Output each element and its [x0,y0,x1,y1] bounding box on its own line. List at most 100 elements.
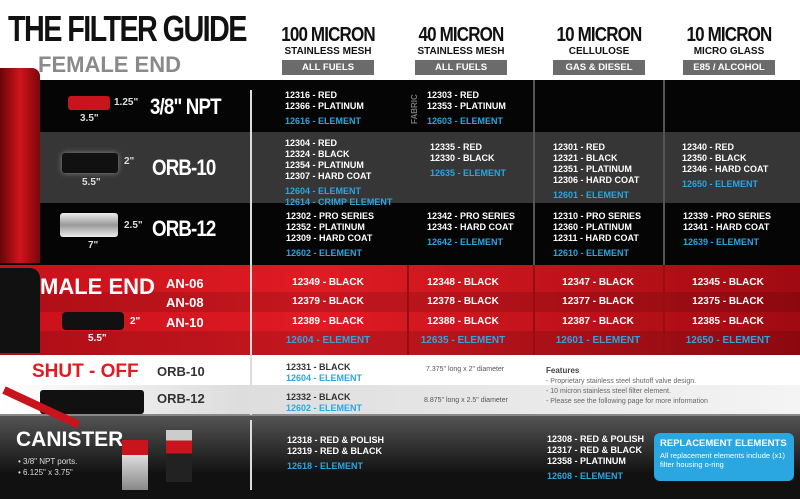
part-number: 12306 - HARD COAT [553,175,640,185]
canister-note: • 3/8" NPT ports. [18,457,78,466]
feature-item: - 10 micron stainless steel filter eleme… [546,388,671,395]
element-part-number: 12616 - ELEMENT [285,116,362,126]
part-number: 12385 - BLACK [692,316,764,327]
column-divider [663,265,665,355]
part-number: 12375 - BLACK [692,296,764,307]
element-part-number: 12603 - ELEMENT [427,116,504,126]
column-header-10-micron-cellulose: 10 MICRON CELLULOSE GAS & DIESEL [539,24,659,75]
column-divider [533,265,535,355]
column-header-40-micron: 40 MICRON STAINLESS MESH ALL FUELS [401,24,521,75]
shutoff-title: SHUT - OFF [32,361,139,382]
replacement-elements-callout: REPLACEMENT ELEMENTS All replacement ele… [654,433,794,481]
part-cell: 12310 - PRO SERIES 12360 - PLATINUM 12311 … [553,211,641,259]
part-number: 12347 - BLACK [562,277,634,288]
part-number: 12366 - PLATINUM [285,101,364,111]
female-end-heading: FEMALE END [38,52,181,77]
shutoff-orb12-label: ORB-12 [157,391,205,406]
micron: 10 MICRON [686,24,773,46]
element-part-number: 12608 - ELEMENT [547,471,624,481]
media: STAINLESS MESH [417,46,505,57]
part-cell: 12340 - RED 12350 - BLACK 12346 - HARD COA… [682,142,768,190]
part-number: 12348 - BLACK [427,277,499,288]
media: MICRO GLASS [693,46,765,57]
element-part-number: 12635 - ELEMENT [430,168,507,178]
part-number: 12349 - BLACK [292,277,364,288]
orb12-length-dim: 7" [88,240,99,251]
part-number: 12340 - RED [682,142,735,152]
part-number: 12319 - RED & BLACK [287,446,383,456]
part-number: 12308 - RED & POLISH [547,434,645,444]
shutoff-orb12-size: 8.875" long x 2.5" diameter [424,397,508,404]
element-part-number: 12639 - ELEMENT [683,237,760,247]
part-cell: 12316 - RED 12366 - PLATINUM 12616 - ELEME… [285,90,364,127]
part-number: 12330 - BLACK [430,153,495,163]
part-number: 12387 - BLACK [562,316,634,327]
part-number: 12302 - PRO SERIES [286,211,375,221]
part-number: 12342 - PRO SERIES [427,211,516,221]
part-number: 12353 - PLATINUM [427,101,506,111]
part-number: 12311 - HARD COAT [553,233,639,243]
part-number: 12339 - PRO SERIES [683,211,772,221]
canister-title: CANISTER [16,428,124,451]
npt-filter-image [68,96,110,110]
part-number: 12304 - RED [285,138,338,148]
part-number: 12318 - RED & POLISH [287,435,385,445]
fuel-badge: GAS & DIESEL [553,60,645,75]
part-cell: 12302 - PRO SERIES 12352 - PLATINUM 12309 … [286,211,374,259]
part-number: 12350 - BLACK [682,153,747,163]
shutoff-orb10-label: ORB-10 [157,364,205,379]
element-part-number: 12635 - ELEMENT [420,335,506,346]
part-number: 12388 - BLACK [427,316,499,327]
part-number: 12335 - RED [430,142,483,152]
shutoff-orb12-parts: 12332 - BLACK 12602 - ELEMENT [286,392,362,414]
shutoff-orb10-size: 7.375" long x 2" diameter [426,366,505,373]
male-row-stripe [0,292,800,312]
part-number: 12317 - RED & BLACK [547,445,643,455]
page-title: THE FILTER GUIDE [8,8,247,49]
column-divider [250,420,252,490]
canister-polish-image [122,440,148,490]
fuel-badge: ALL FUELS [415,60,507,75]
part-number: 12389 - BLACK [292,316,364,327]
part-number: 12360 - PLATINUM [553,222,632,232]
fuel-badge: ALL FUELS [282,60,374,75]
orb12-label: ORB-12 [152,216,216,241]
element-part-number: 12601 - ELEMENT [553,190,630,200]
part-cell: 12301 - RED 12321 - BLACK 12351 - PLATINUM… [553,142,639,201]
part-number: 12345 - BLACK [692,277,764,288]
male-filter-image [62,312,124,330]
fabric-label: FABRIC [410,94,419,124]
column-divider [250,90,252,415]
part-number: 12351 - PLATINUM [553,164,632,174]
male-end-section [0,265,800,355]
element-part-number: 12642 - ELEMENT [427,237,504,247]
micron: 100 MICRON [281,24,375,46]
orb10-length-dim: 5.5" [82,177,101,188]
part-number: 12346 - HARD COAT [682,164,769,174]
male-end-title: MALE END [40,274,155,299]
column-divider [663,80,665,265]
part-cell: 12335 - RED 12330 - BLACK 12635 - ELEMENT [430,142,506,179]
part-number: 12354 - PLATINUM [285,160,364,170]
column-divider [407,265,409,355]
part-number: 12331 - BLACK [286,362,351,372]
feature-item: - Please see the following page for more… [546,398,708,405]
part-number: 12358 - PLATINUM [547,456,626,466]
orb12-filter-image [60,213,118,237]
micron: 40 MICRON [418,24,505,46]
canister-black-image [166,430,192,482]
part-number: 12309 - HARD COAT [286,233,373,243]
orb10-filter-image [62,153,118,173]
part-number: 12341 - HARD COAT [683,222,770,232]
red-filter-image [0,68,40,263]
an06-label: AN-06 [166,276,204,291]
canister-note: • 6.125" x 3.75" [18,468,73,477]
media: CELLULOSE [568,46,630,57]
part-number: 12321 - BLACK [553,153,618,163]
element-part-number: 12604 - ELEMENT [285,335,371,346]
part-cell: 12304 - RED 12324 - BLACK 12354 - PLATINUM… [285,138,392,208]
part-number: 12377 - BLACK [562,296,634,307]
part-cell: 12308 - RED & POLISH 12317 - RED & BLACK 1… [547,434,644,482]
orb12-height-dim: 2.5" [124,220,143,231]
row-orb10 [0,132,800,203]
